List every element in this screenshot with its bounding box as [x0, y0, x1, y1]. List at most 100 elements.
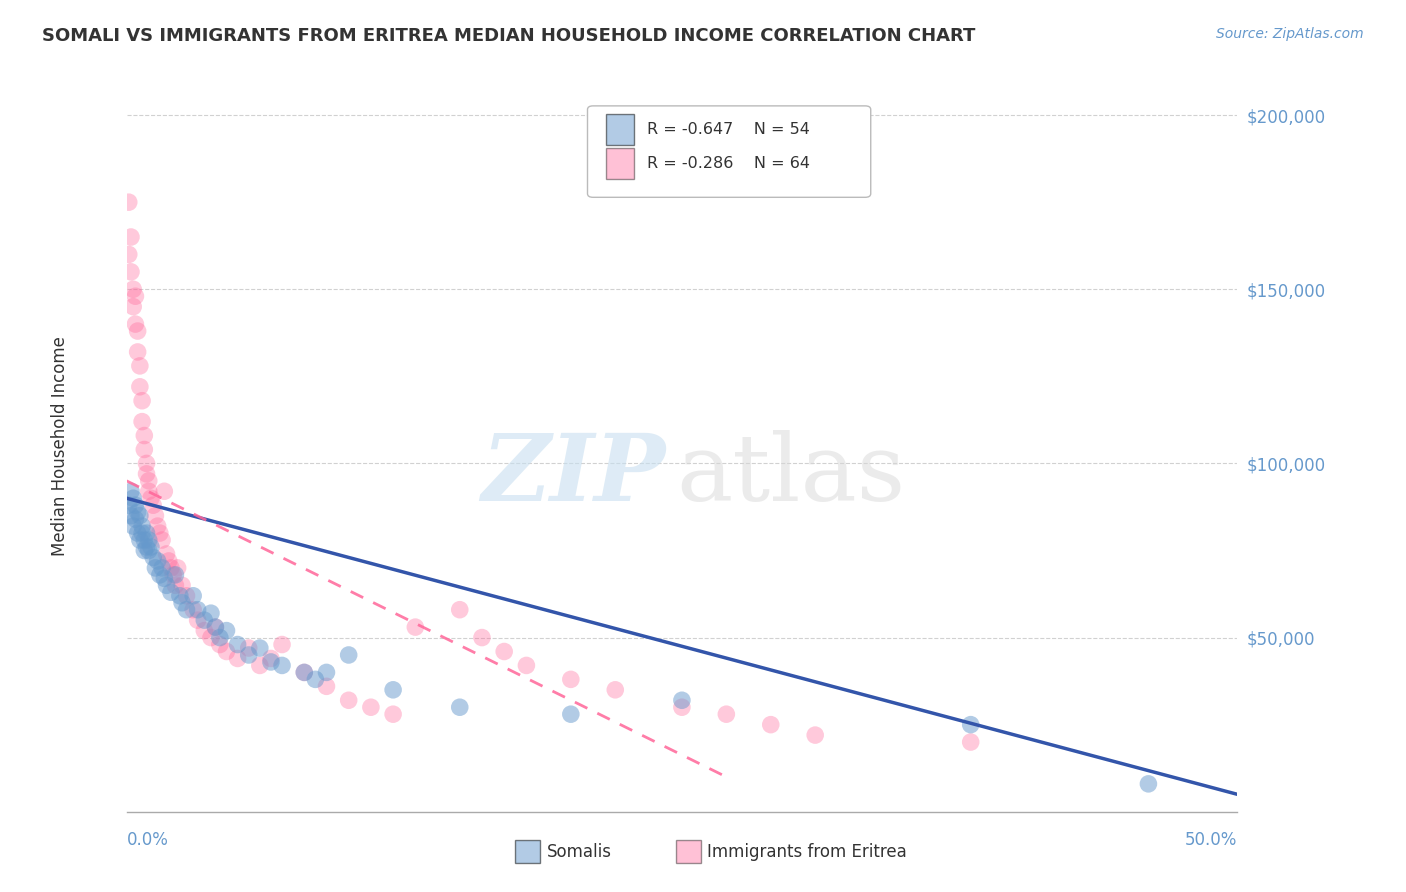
Point	[671, 693, 693, 707]
Point	[226, 651, 249, 665]
Point	[515, 658, 537, 673]
Point	[260, 655, 283, 669]
Point	[337, 693, 360, 707]
Point	[181, 589, 204, 603]
Point	[215, 624, 238, 638]
Point	[149, 526, 172, 541]
Point	[124, 498, 146, 512]
Point	[494, 644, 516, 658]
Point	[145, 508, 167, 523]
Point	[131, 519, 153, 533]
Text: Median Household Income: Median Household Income	[51, 336, 69, 556]
Text: 50.0%: 50.0%	[1185, 830, 1237, 848]
Point	[124, 289, 146, 303]
Point	[138, 474, 160, 488]
Point	[271, 658, 294, 673]
Point	[187, 613, 209, 627]
Point	[120, 508, 142, 523]
Point	[166, 561, 188, 575]
Point	[135, 467, 157, 481]
Point	[169, 589, 191, 603]
Point	[118, 498, 141, 512]
Point	[271, 638, 294, 652]
Point	[208, 638, 231, 652]
Point	[127, 345, 149, 359]
Point	[128, 380, 150, 394]
Point	[404, 620, 426, 634]
Point	[128, 508, 150, 523]
Point	[292, 665, 315, 680]
Text: Immigrants from Eritrea: Immigrants from Eritrea	[707, 843, 907, 861]
Point	[135, 526, 157, 541]
Point	[160, 561, 183, 575]
Point	[138, 484, 160, 499]
Point	[138, 543, 160, 558]
Point	[959, 735, 981, 749]
Point	[122, 491, 145, 506]
Point	[149, 567, 172, 582]
Point	[449, 700, 471, 714]
Point	[131, 526, 153, 541]
Point	[122, 519, 145, 533]
Point	[118, 247, 141, 261]
Point	[176, 589, 198, 603]
Point	[157, 554, 180, 568]
Point	[304, 673, 326, 687]
Point	[208, 631, 231, 645]
Point	[176, 603, 198, 617]
Point	[127, 505, 149, 519]
Point	[131, 415, 153, 429]
Point	[162, 567, 184, 582]
Point	[146, 554, 169, 568]
Text: SOMALI VS IMMIGRANTS FROM ERITREA MEDIAN HOUSEHOLD INCOME CORRELATION CHART: SOMALI VS IMMIGRANTS FROM ERITREA MEDIAN…	[42, 27, 976, 45]
Point	[959, 717, 981, 731]
Text: Somalis: Somalis	[547, 843, 612, 861]
Point	[150, 533, 173, 547]
Point	[292, 665, 315, 680]
Text: R = -0.647    N = 54: R = -0.647 N = 54	[648, 122, 810, 136]
Point	[226, 638, 249, 652]
Point	[193, 624, 215, 638]
Point	[204, 620, 226, 634]
Point	[315, 679, 337, 693]
Point	[139, 491, 162, 506]
Point	[172, 578, 194, 592]
Point	[131, 393, 153, 408]
Point	[260, 651, 283, 665]
Point	[204, 620, 226, 634]
Point	[804, 728, 827, 742]
Point	[671, 700, 693, 714]
Text: R = -0.286    N = 64: R = -0.286 N = 64	[648, 156, 810, 171]
Point	[249, 658, 271, 673]
Point	[128, 533, 150, 547]
Point	[172, 596, 194, 610]
Point	[759, 717, 782, 731]
Point	[153, 571, 176, 585]
Point	[471, 631, 494, 645]
Point	[337, 648, 360, 662]
Text: 0.0%: 0.0%	[127, 830, 169, 848]
Point	[139, 540, 162, 554]
FancyBboxPatch shape	[606, 114, 634, 145]
Point	[605, 682, 627, 697]
Point	[122, 282, 145, 296]
Point	[155, 547, 177, 561]
Point	[142, 498, 165, 512]
FancyBboxPatch shape	[606, 148, 634, 179]
Point	[560, 707, 582, 722]
Point	[187, 603, 209, 617]
Point	[238, 640, 260, 655]
Point	[716, 707, 738, 722]
Point	[120, 265, 142, 279]
Point	[150, 561, 173, 575]
Text: atlas: atlas	[676, 430, 905, 520]
FancyBboxPatch shape	[676, 839, 700, 863]
Point	[560, 673, 582, 687]
Text: Source: ZipAtlas.com: Source: ZipAtlas.com	[1216, 27, 1364, 41]
Point	[135, 457, 157, 471]
Point	[181, 603, 204, 617]
Point	[122, 300, 145, 314]
Point	[134, 442, 156, 457]
Point	[128, 359, 150, 373]
Point	[360, 700, 382, 714]
